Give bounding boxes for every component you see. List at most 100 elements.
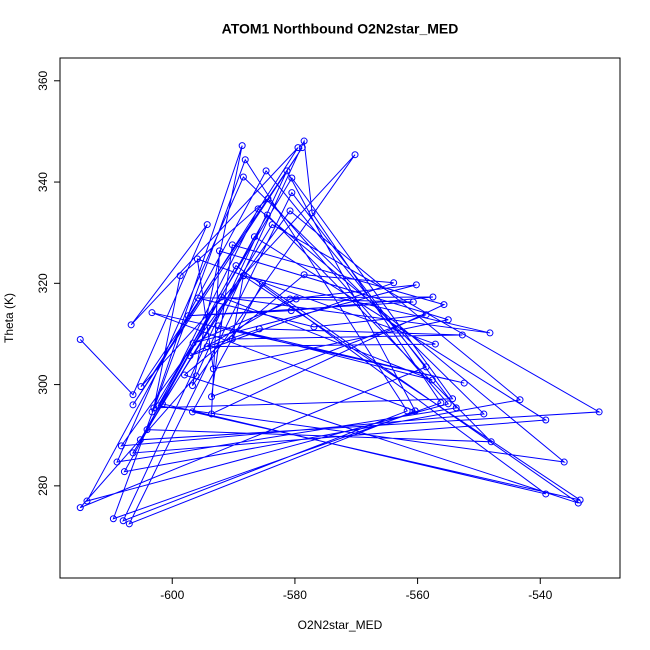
point — [125, 520, 133, 528]
point — [428, 376, 436, 384]
point — [264, 195, 272, 203]
point — [444, 400, 452, 408]
point — [308, 209, 316, 217]
x-tick-label: -560 — [406, 588, 430, 602]
point — [214, 322, 222, 330]
point — [120, 468, 128, 476]
point — [150, 404, 158, 412]
point — [109, 515, 117, 523]
point — [76, 504, 84, 512]
point — [542, 416, 550, 424]
point — [422, 311, 430, 319]
point — [444, 316, 452, 324]
point — [188, 408, 196, 416]
point — [262, 167, 270, 175]
point — [480, 410, 488, 418]
y-tick-label: 300 — [36, 374, 50, 394]
point — [241, 156, 249, 164]
point — [292, 295, 300, 303]
point — [228, 335, 236, 343]
point — [595, 408, 603, 416]
point — [83, 497, 91, 505]
x-tick-label: -600 — [160, 588, 184, 602]
point — [186, 352, 194, 360]
point — [203, 221, 211, 229]
point — [429, 293, 437, 301]
point — [209, 365, 217, 373]
point — [412, 281, 420, 289]
point — [409, 298, 417, 306]
point — [288, 174, 296, 182]
point — [192, 372, 200, 380]
point — [431, 340, 439, 348]
point — [458, 331, 466, 339]
point — [238, 142, 246, 150]
plot-frame — [59, 57, 621, 579]
point — [176, 272, 184, 280]
point — [129, 401, 137, 409]
point — [232, 262, 240, 270]
point — [194, 294, 202, 302]
x-axis-label: O2N2star_MED — [298, 618, 383, 632]
point — [574, 499, 582, 507]
point — [294, 144, 302, 152]
point — [76, 336, 84, 344]
point — [449, 395, 457, 403]
point — [136, 436, 144, 444]
series-line — [79, 139, 601, 525]
point — [181, 371, 189, 379]
point — [137, 383, 145, 391]
point — [189, 339, 197, 347]
point — [143, 426, 151, 434]
point — [148, 408, 156, 416]
point — [288, 189, 296, 197]
point — [255, 325, 263, 333]
point — [460, 379, 468, 387]
point — [411, 407, 419, 415]
point — [119, 517, 127, 525]
point — [560, 458, 568, 466]
point — [154, 402, 162, 410]
x-tick-label: -540 — [528, 588, 552, 602]
point — [286, 207, 294, 215]
point — [300, 137, 308, 145]
y-tick-label: 360 — [36, 70, 50, 90]
y-axis-label: Theta (K) — [2, 293, 16, 343]
point — [228, 241, 236, 249]
point — [239, 173, 247, 181]
x-tick-label: -580 — [283, 588, 307, 602]
chart-title: ATOM1 Northbound O2N2star_MED — [222, 21, 459, 37]
point — [188, 382, 196, 390]
point — [486, 329, 494, 337]
point — [422, 363, 430, 371]
point — [268, 221, 276, 229]
y-tick-label: 280 — [36, 476, 50, 496]
point — [208, 410, 216, 418]
point — [283, 167, 291, 175]
point — [516, 396, 524, 404]
point — [193, 255, 201, 263]
point — [542, 490, 550, 498]
point — [258, 279, 266, 287]
point — [452, 404, 460, 412]
point — [184, 312, 192, 320]
point — [217, 293, 225, 301]
y-tick-label: 320 — [36, 273, 50, 293]
point — [440, 301, 448, 309]
point — [113, 458, 121, 466]
point — [437, 399, 445, 407]
point — [310, 323, 318, 331]
point — [250, 233, 258, 241]
point — [203, 343, 211, 351]
point — [263, 211, 271, 219]
point — [287, 307, 295, 315]
point — [403, 407, 411, 415]
point — [127, 321, 135, 329]
y-tick-label: 340 — [36, 172, 50, 192]
point — [208, 393, 216, 401]
point — [117, 442, 125, 450]
point — [298, 144, 306, 152]
point — [487, 438, 495, 446]
point — [129, 391, 137, 399]
